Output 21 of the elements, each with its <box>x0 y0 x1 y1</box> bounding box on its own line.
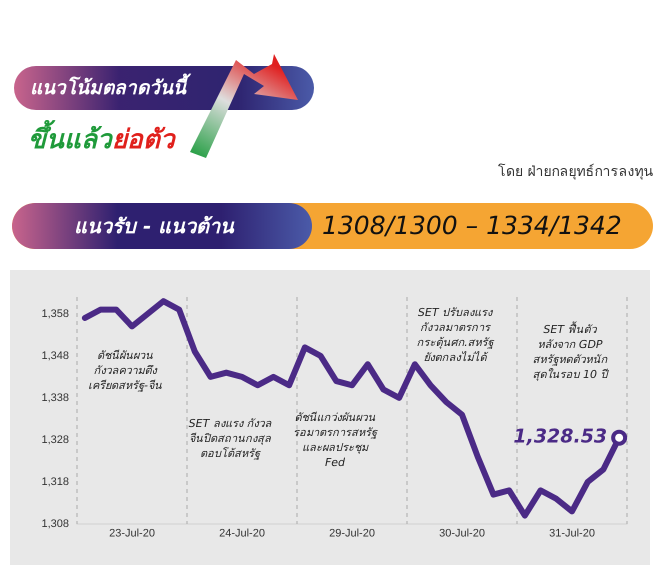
annotation: ดัชนีแกว่งผันผวน รอมาตรการสหรัฐ และผลประชุม Fed <box>292 410 379 470</box>
x-tick-label: 23-Jul-20 <box>109 528 155 540</box>
y-tick-label: 1,328 <box>41 434 69 446</box>
y-tick-label: 1,358 <box>41 308 69 320</box>
y-tick-label: 1,308 <box>41 518 69 530</box>
x-tick-label: 30-Jul-20 <box>439 528 485 540</box>
y-tick-label: 1,318 <box>41 476 69 488</box>
x-tick-label: 31-Jul-20 <box>549 528 595 540</box>
chart-subtitle: โดย ฝ่ายกลยุทธ์การลงทุน <box>498 162 654 182</box>
annotation: ดัชนีผันผวน กังวลความตึง เครียดสหรัฐ-จีน <box>87 348 163 393</box>
data-label: 1,328.53 <box>513 426 608 448</box>
annotation: SET ฟื้นตัว หลังจาก GDP สหรัฐหดตัวหนัก สุดในรอบ 10 ปี <box>532 322 610 382</box>
x-tick-label: 24-Jul-20 <box>219 528 265 540</box>
text: แนวรับ - แนวต้าน <box>74 213 234 240</box>
annotation: SET ปรับลงแรง กังวลมาตรการ กระตุ้นศก.สหรัฐ ยังตกลงไม่ได้ <box>415 305 496 365</box>
text: 1308/1300 – 1334/1342 <box>322 210 622 242</box>
x-tick-label: 29-Jul-20 <box>329 528 375 540</box>
text: ย่อตัว <box>112 125 175 155</box>
y-tick-label: 1,348 <box>41 350 69 362</box>
y-tick-label: 1,338 <box>41 392 69 404</box>
annotation: SET ลงแรง กังวล จีนปิดสถานกงสุล ตอบโต้สหรัฐ <box>188 416 272 461</box>
